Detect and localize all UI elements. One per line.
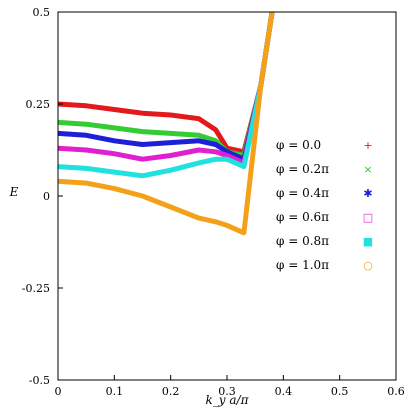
x-tick-label-5: 0.5 [331, 385, 349, 398]
y-tick-label-3: 0.25 [26, 98, 51, 111]
legend-label-4: φ = 0.8π [276, 234, 329, 248]
legend-label-0: φ = 0.0 [276, 138, 321, 152]
x-tick-label-3: 0.3 [218, 385, 236, 398]
x-tick-label-6: 0.6 [387, 385, 405, 398]
legend-label-2: φ = 0.4π [276, 186, 329, 200]
legend-label-3: φ = 0.6π [276, 210, 329, 224]
legend: φ = 0.0 + φ = 0.2π × φ = 0.4π ✱ φ = 0.6π □ φ = 0… [276, 138, 373, 272]
x-tick-label-2: 0.2 [162, 385, 180, 398]
band-5 [57, 11, 275, 236]
legend-label-1: φ = 0.2π [276, 162, 329, 176]
y-tick-label-0: -0.5 [29, 374, 50, 387]
y-axis-label: E [9, 185, 19, 199]
legend-label-5: φ = 1.0π [276, 258, 329, 272]
band-layer [57, 11, 275, 236]
legend-marker-5: ○ [363, 259, 373, 272]
x-tick-label-0: 0 [55, 385, 62, 398]
legend-marker-3: □ [363, 211, 373, 224]
y-tick-label-2: 0 [43, 190, 50, 203]
tick-layer: 0 0.1 0.2 0.3 0.4 0.5 0.6 -0.5 -0.25 0 0.25 0.5 [22, 6, 405, 398]
y-tick-label-1: -0.25 [22, 282, 50, 295]
legend-marker-0: + [363, 139, 372, 152]
legend-marker-4: ■ [363, 235, 373, 248]
y-tick-label-4: 0.5 [33, 6, 51, 19]
legend-marker-2: ✱ [363, 187, 372, 200]
legend-marker-1: × [363, 163, 372, 176]
x-axis-label: k_y a/π [206, 393, 250, 407]
band-4 [57, 11, 275, 179]
x-tick-label-4: 0.4 [275, 385, 293, 398]
x-tick-label-1: 0.1 [106, 385, 124, 398]
